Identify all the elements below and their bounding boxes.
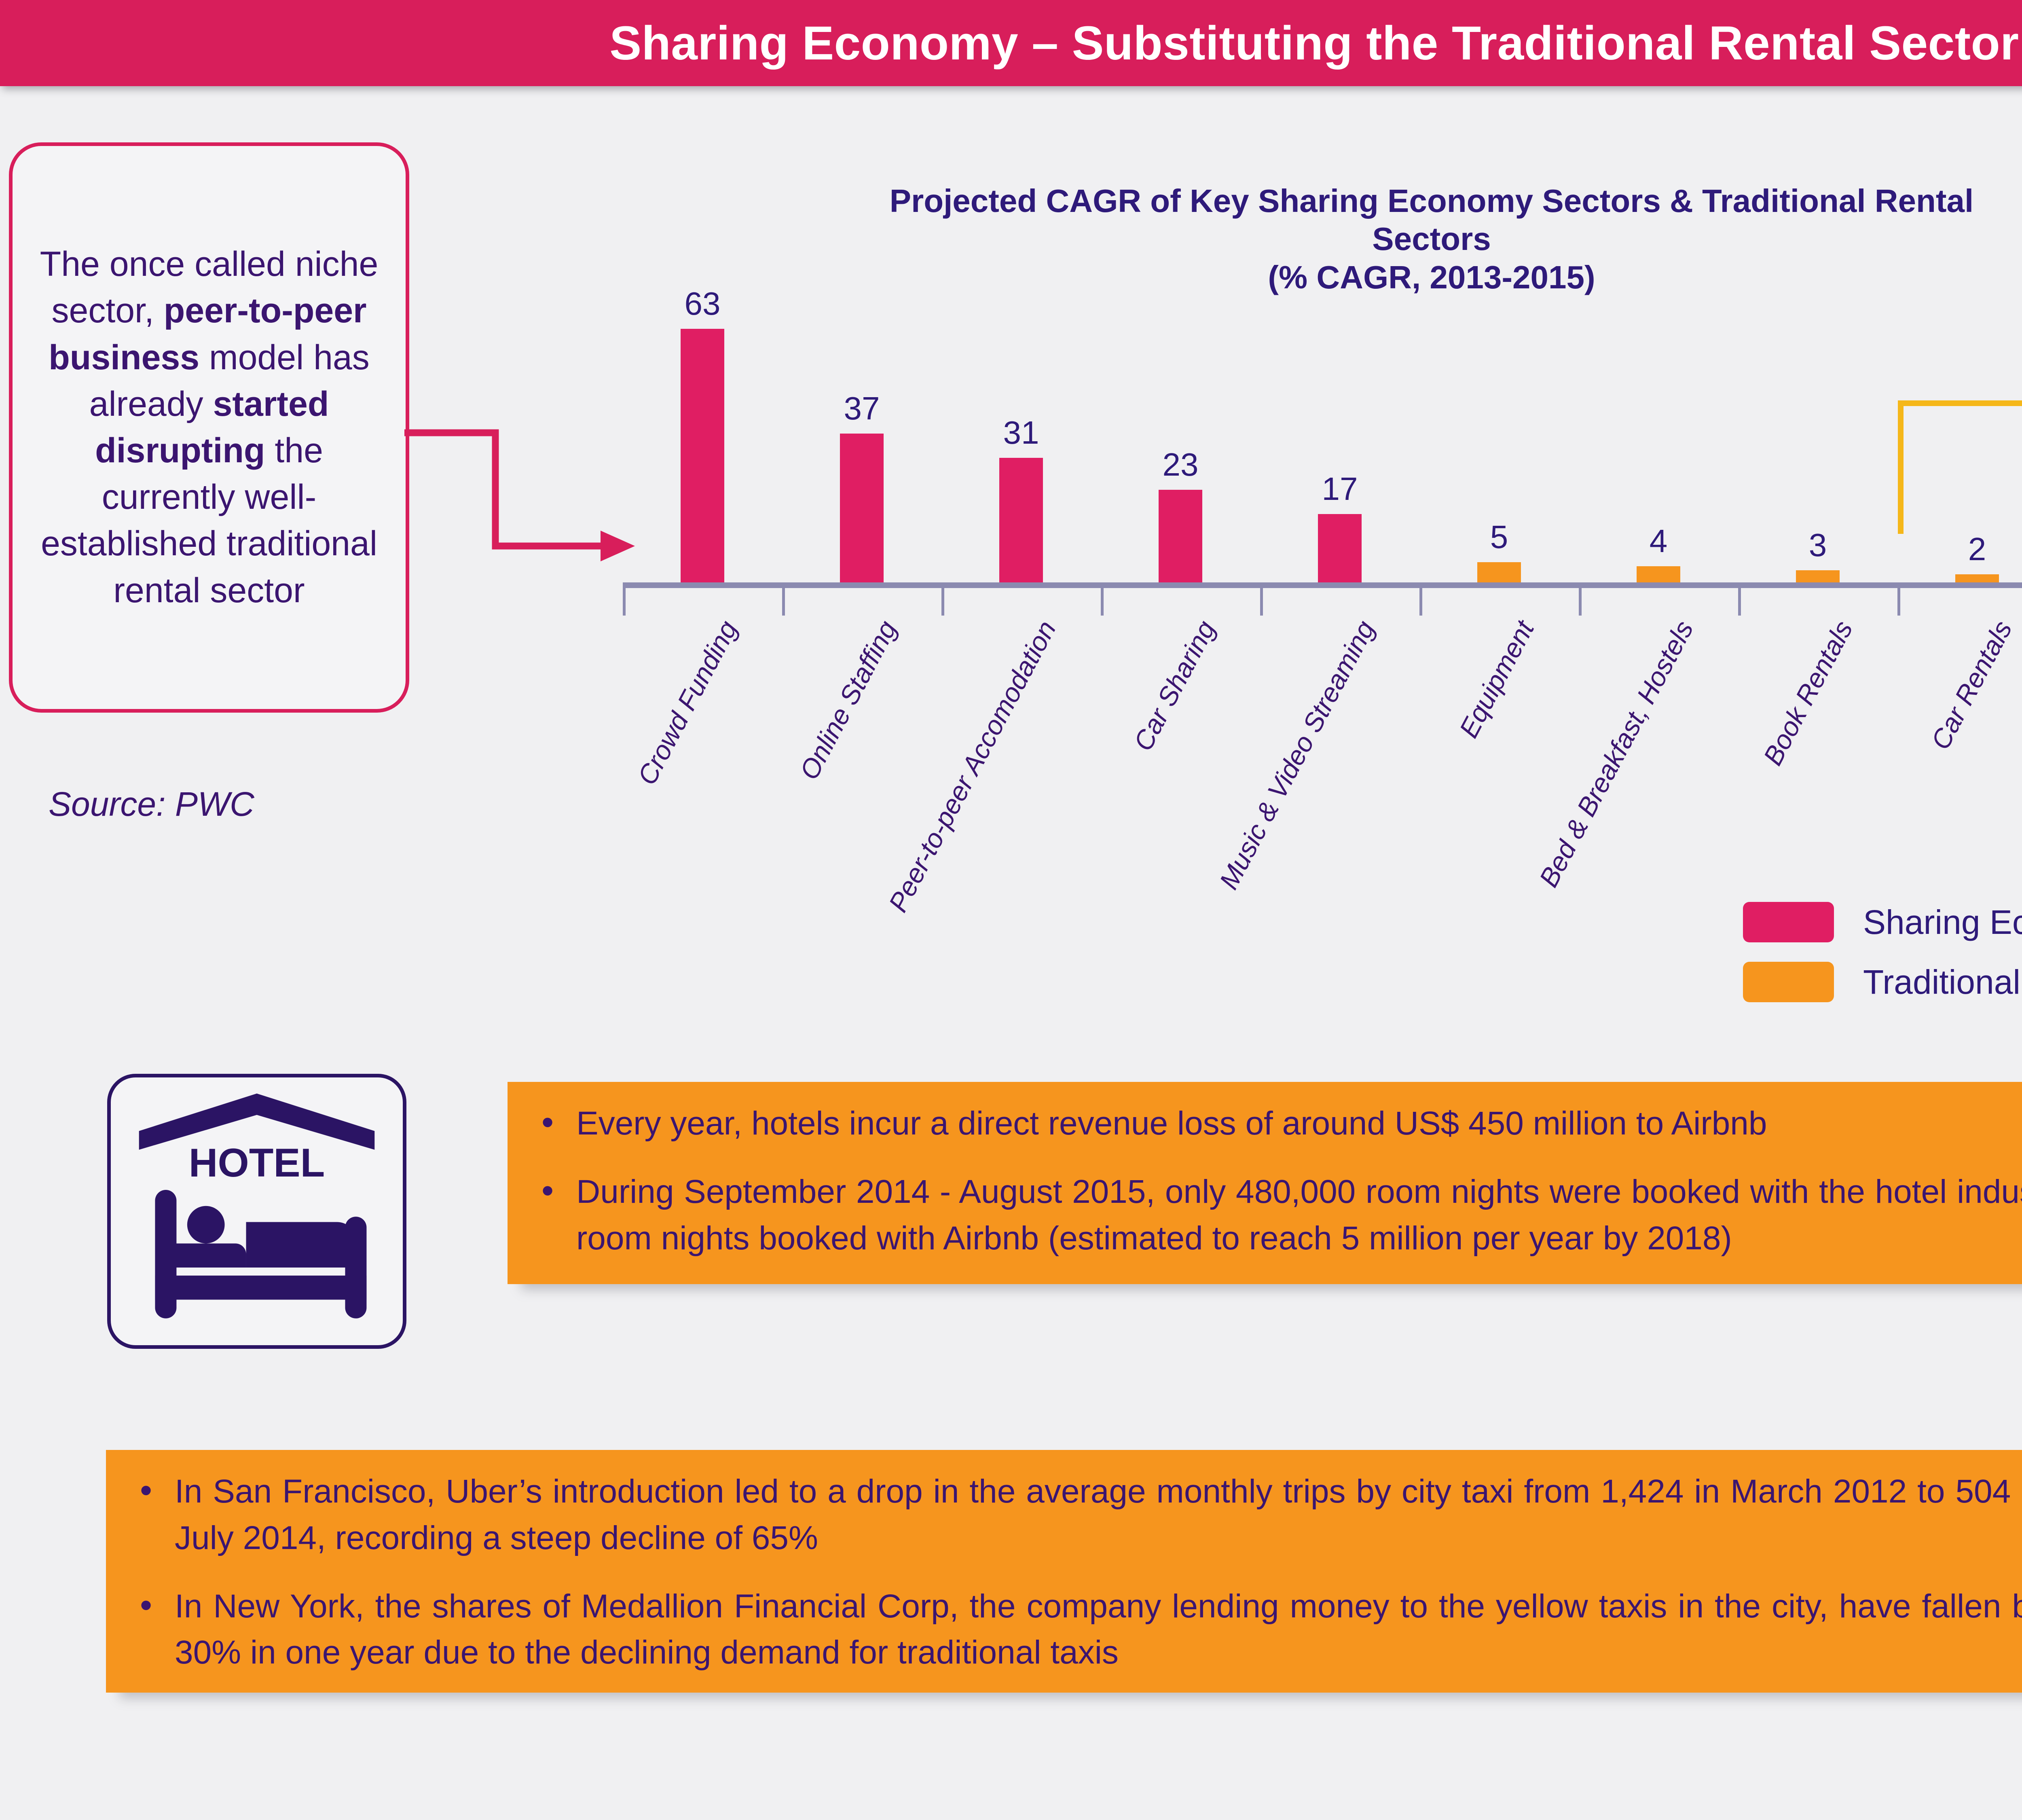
hotel-facts-list: Every year, hotels incur a direct revenu… (532, 1098, 2022, 1262)
category-label: Bed & Breakfast, Hostels (1533, 616, 1699, 892)
slide-title-bar: Sharing Economy – Substituting the Tradi… (0, 0, 2022, 86)
axis-tick (1101, 588, 1104, 616)
chart-legend: Sharing Economy sector Traditional Rental… (1743, 902, 2022, 1022)
chart-title-line-1: Projected CAGR of Key Sharing Economy Se… (889, 183, 1974, 219)
axis-tick (782, 588, 785, 616)
legend-swatch (1743, 962, 1834, 1002)
axis-tick (1579, 588, 1582, 616)
chart-bar[interactable] (840, 433, 884, 582)
chart-bar[interactable] (1477, 562, 1521, 582)
bar-value-label: 37 (844, 390, 880, 426)
chart-bar[interactable] (999, 457, 1043, 582)
category-label: Online Staffing (793, 616, 903, 785)
fact-bullet: During September 2014 - August 2015, onl… (532, 1166, 2022, 1262)
axis-tick (1738, 588, 1741, 616)
chart-title: Projected CAGR of Key Sharing Economy Se… (712, 182, 2022, 296)
source-note: Source: PWC (49, 785, 254, 823)
fact-bullet: Every year, hotels incur a direct revenu… (532, 1098, 2022, 1147)
bar-chart: Projected CAGR of Key Sharing Economy Se… (607, 170, 2022, 917)
taxi-facts-box: In San Francisco, Uber’s introduction le… (106, 1450, 2022, 1693)
fact-bullet: In San Francisco, Uber’s introduction le… (130, 1466, 2022, 1562)
axis-tick (1897, 588, 1900, 616)
category-label: Car Sharing (1127, 616, 1221, 756)
bar-value-label: 31 (1003, 414, 1039, 451)
chart-bar[interactable] (681, 329, 724, 582)
bar-value-label: 17 (1322, 470, 1358, 507)
legend-item[interactable]: Sharing Economy sector (1743, 902, 2022, 942)
pink-connector-arrow (404, 429, 635, 561)
axis-tick (1260, 588, 1263, 616)
bar-value-label: 4 (1649, 523, 1668, 559)
chart-bar[interactable] (1955, 574, 1999, 582)
chart-title-line-3: (% CAGR, 2013-2015) (1268, 259, 1595, 295)
axis-tick (941, 588, 944, 616)
chart-bar[interactable] (1637, 566, 1680, 582)
category-label: Music & Video Streaming (1213, 616, 1381, 894)
bar-value-label: 3 (1808, 527, 1827, 563)
category-label: Car Rentals (1925, 616, 2018, 754)
hotel-icon: HOTEL (107, 1074, 406, 1349)
hotel-facts-box: Every year, hotels incur a direct revenu… (508, 1082, 2022, 1284)
taxi-facts-list: In San Francisco, Uber’s introduction le… (130, 1466, 2022, 1676)
bar-value-label: 2 (1968, 531, 1986, 567)
callout-left-text: The once called niche sector, peer-to-pe… (40, 245, 379, 610)
svg-text:HOTEL: HOTEL (189, 1141, 325, 1185)
chart-baseline-axis (623, 582, 2022, 588)
chart-title-line-2: Sectors (1372, 221, 1491, 257)
category-label: Peer-to-peer Accomodation (882, 616, 1062, 917)
bar-value-label: 23 (1162, 447, 1199, 483)
slide-title: Sharing Economy – Substituting the Tradi… (609, 16, 2019, 70)
chart-bar[interactable] (1159, 490, 1202, 582)
fact-bullet: In New York, the shares of Medallion Fin… (130, 1581, 2022, 1676)
category-label: Equipment (1453, 616, 1540, 743)
bar-value-label: 5 (1490, 519, 1508, 555)
category-label: Crowd Funding (631, 616, 743, 790)
legend-swatch (1743, 902, 1834, 942)
callout-left: The once called niche sector, peer-to-pe… (9, 142, 409, 713)
axis-tick (623, 588, 626, 616)
yellow-connector-arrow (1898, 400, 2022, 534)
chart-bar[interactable] (1796, 570, 1840, 582)
legend-label: Sharing Economy sector (1863, 903, 2022, 941)
axis-tick (1419, 588, 1422, 616)
legend-label: Traditional Rental sector (1863, 963, 2022, 1001)
legend-item[interactable]: Traditional Rental sector (1743, 962, 2022, 1002)
hotel-icon-glyph: HOTEL (139, 1093, 375, 1318)
chart-bar[interactable] (1318, 514, 1362, 582)
bar-value-label: 63 (684, 286, 721, 322)
category-label: Book Rentals (1757, 616, 1859, 770)
